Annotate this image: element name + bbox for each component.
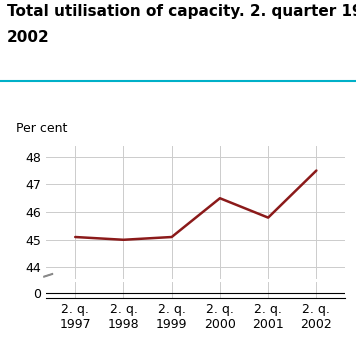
Text: Per cent: Per cent (16, 122, 68, 135)
Text: Total utilisation of capacity. 2. quarter 1997-2. quarter: Total utilisation of capacity. 2. quarte… (7, 4, 356, 19)
Text: 2002: 2002 (7, 30, 50, 45)
